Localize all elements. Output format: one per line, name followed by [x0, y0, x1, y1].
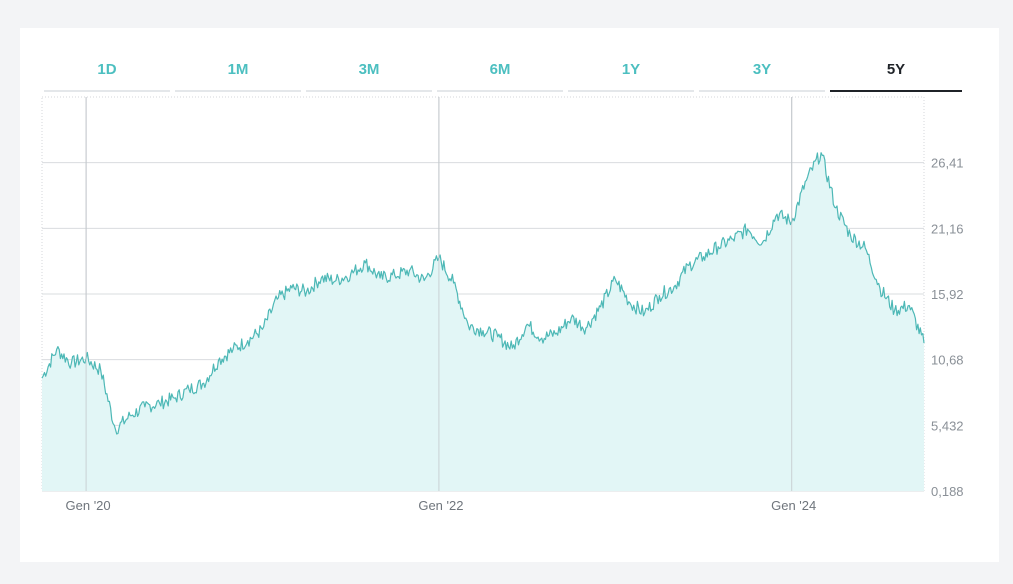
- y-tick-label: 10,68: [931, 353, 964, 368]
- tab-3m[interactable]: 3M: [306, 54, 432, 92]
- y-tick-label: 15,92: [931, 287, 964, 302]
- tab-5y[interactable]: 5Y: [830, 54, 962, 92]
- x-tick-label: Gen '24: [771, 498, 816, 513]
- tab-1y[interactable]: 1Y: [568, 54, 694, 92]
- range-tabs: 1D 1M 3M 6M 1Y 3Y 5Y: [44, 54, 962, 92]
- series-area: [42, 152, 924, 491]
- x-tick-label: Gen '20: [66, 498, 111, 513]
- y-tick-label: 5,432: [931, 418, 964, 433]
- y-tick-label: 0,188: [931, 484, 964, 499]
- x-tick-label: Gen '22: [418, 498, 463, 513]
- tab-3y[interactable]: 3Y: [699, 54, 825, 92]
- series-line: [41, 152, 925, 435]
- y-tick-label: 26,41: [931, 156, 964, 171]
- tab-1d[interactable]: 1D: [44, 54, 170, 92]
- y-tick-label: 21,16: [931, 221, 964, 236]
- tab-6m[interactable]: 6M: [437, 54, 563, 92]
- tab-1m[interactable]: 1M: [175, 54, 301, 92]
